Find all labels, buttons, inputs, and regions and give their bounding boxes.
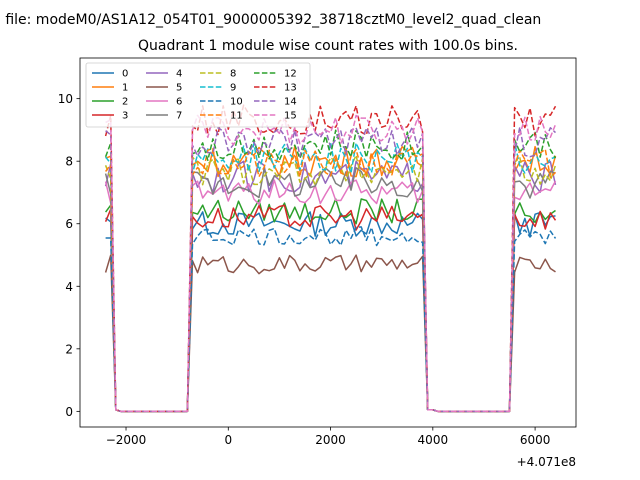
- legend-label-0: 0: [122, 69, 128, 80]
- legend-label-15: 15: [284, 111, 297, 122]
- plot-area: [104, 104, 557, 413]
- x-axis: −2000 0 2000 4000 6000: [106, 427, 551, 447]
- series-line-0: [105, 211, 556, 413]
- legend-label-5: 5: [176, 83, 182, 94]
- y-tick-label: 4: [65, 280, 73, 294]
- legend-frame: [85, 62, 311, 128]
- series-line-15: [105, 114, 557, 413]
- series-line-2: [104, 198, 556, 413]
- series-line-10: [105, 226, 557, 413]
- y-tick-label: 6: [65, 217, 73, 231]
- y-tick-label: 10: [58, 92, 73, 106]
- y-tick-label: 8: [65, 155, 73, 169]
- figure-suptitle: n file: modeM0/AS1A12_054T01_9000005392_…: [0, 12, 541, 28]
- legend-label-6: 6: [176, 97, 182, 108]
- y-tick-label: 0: [65, 405, 73, 419]
- legend-label-10: 10: [230, 97, 243, 108]
- chart-title: Quadrant 1 module wise count rates with …: [138, 38, 518, 54]
- series-line-5: [104, 254, 556, 413]
- series-line-11: [104, 147, 557, 413]
- legend-label-9: 9: [230, 83, 236, 94]
- series-line-6: [104, 179, 557, 413]
- series-line-3: [104, 204, 557, 413]
- legend-label-8: 8: [230, 69, 236, 80]
- x-tick-label: −2000: [106, 433, 147, 447]
- legend-label-14: 14: [284, 97, 297, 108]
- series-line-9: [105, 141, 556, 413]
- y-axis: 0 2 4 6 8 10: [58, 92, 80, 419]
- legend-label-2: 2: [122, 97, 128, 108]
- legend-label-4: 4: [176, 69, 182, 80]
- legend-label-13: 13: [284, 83, 297, 94]
- axes-frame: [79, 57, 577, 428]
- series-line-8: [104, 154, 557, 413]
- x-tick-label: 4000: [418, 433, 449, 447]
- x-tick-label: 0: [224, 433, 232, 447]
- x-tick-label: 2000: [315, 433, 346, 447]
- legend-label-1: 1: [122, 83, 128, 94]
- x-tick-label: 6000: [520, 433, 551, 447]
- legend-label-3: 3: [122, 111, 128, 122]
- legend-label-11: 11: [230, 111, 243, 122]
- series-line-4: [104, 160, 557, 413]
- legend-label-12: 12: [284, 69, 297, 80]
- x-offset-label: +4.071e8: [517, 455, 576, 469]
- y-tick-label: 2: [65, 342, 73, 356]
- series-line-13: [104, 104, 557, 413]
- series-line-14: [105, 126, 557, 413]
- legend-label-7: 7: [176, 111, 182, 122]
- series-line-7: [104, 167, 556, 413]
